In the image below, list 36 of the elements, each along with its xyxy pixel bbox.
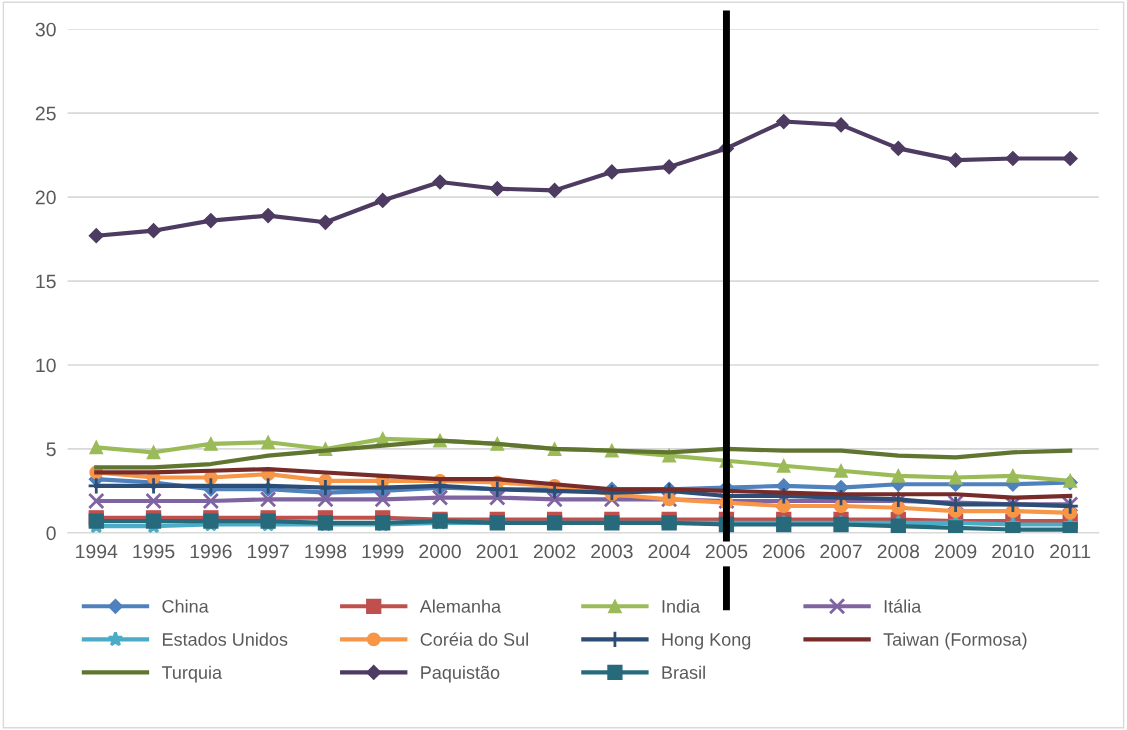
x-tick-label: 2004 bbox=[648, 544, 691, 559]
y-tick-label: 25 bbox=[35, 106, 56, 121]
legend-label: Itália bbox=[884, 599, 922, 613]
x-tick-label: 1995 bbox=[133, 544, 175, 559]
x-tick-label: 2000 bbox=[419, 544, 461, 559]
legend-label: Paquistão bbox=[421, 665, 500, 683]
legend-label: Taiwan (Formosa) bbox=[883, 632, 1027, 650]
legend-label: Estados Unidos bbox=[162, 632, 288, 646]
x-tick-label: 2002 bbox=[533, 544, 576, 559]
legend-label: Coréia do Sul bbox=[420, 632, 528, 646]
legend-label: Hong Kong bbox=[662, 633, 751, 650]
x-tick-label: 1994 bbox=[76, 544, 118, 559]
y-tick-label: 0 bbox=[46, 526, 56, 541]
x-tick-label: 1998 bbox=[305, 544, 347, 559]
x-tick-label: 2009 bbox=[934, 544, 977, 559]
x-tick-label: 2010 bbox=[992, 544, 1034, 559]
x-tick-label: 2003 bbox=[591, 544, 633, 559]
x-tick-label: 2006 bbox=[763, 544, 805, 559]
x-tick-label: 1999 bbox=[362, 544, 404, 559]
legend-label: India bbox=[662, 599, 701, 613]
legend-label: Alemanha bbox=[419, 599, 502, 613]
y-tick-label: 10 bbox=[36, 358, 56, 373]
x-tick-label: 2007 bbox=[820, 544, 862, 559]
legend-label: Brasil bbox=[662, 665, 705, 679]
x-tick-label: 2001 bbox=[476, 544, 518, 559]
y-tick-label: 30 bbox=[35, 22, 56, 37]
x-tick-label: 1996 bbox=[190, 544, 232, 559]
legend-label: Turquia bbox=[161, 665, 223, 683]
y-tick-label: 20 bbox=[35, 190, 56, 205]
legend-label: China bbox=[162, 599, 209, 613]
x-tick-label: 2011 bbox=[1050, 544, 1091, 559]
y-tick-label: 5 bbox=[46, 442, 56, 457]
x-tick-label: 1997 bbox=[247, 544, 289, 559]
x-tick-label: 2008 bbox=[877, 544, 920, 559]
y-tick-label: 15 bbox=[36, 274, 56, 289]
x-tick-label: 2005 bbox=[705, 544, 748, 559]
